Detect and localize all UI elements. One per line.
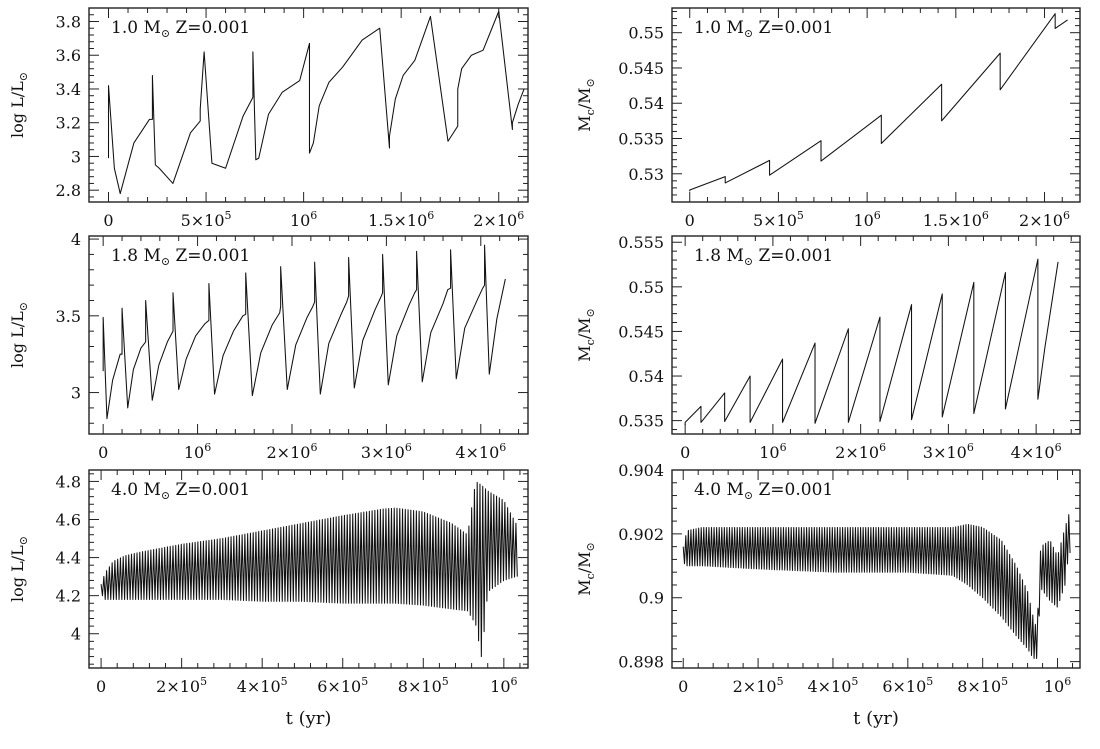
- y-axis-label: Mc/M⊙: [575, 308, 597, 362]
- y-tick-label: 4: [71, 625, 81, 644]
- x-tick-label: 1.5×106: [923, 209, 989, 230]
- x-tick-label: 4×106: [455, 441, 506, 462]
- y-axis-label: log L/L⊙: [8, 72, 30, 138]
- x-tick-label: 6×105: [882, 675, 933, 696]
- y-tick-label: 0.904: [618, 461, 664, 480]
- y-tick-label: 0.535: [618, 412, 664, 431]
- data-line: [682, 514, 1071, 659]
- y-tick-label: 0.555: [618, 233, 664, 252]
- panel-5: 0 2×105 4×105 6×105 8×105 106 4 4.2 4.4 4.6 4.8 t (…: [56, 469, 529, 729]
- y-tick-label: 0.54: [628, 367, 664, 386]
- x-tick-label: 2×106: [835, 441, 886, 462]
- x-tick-label: 2×105: [733, 675, 784, 696]
- y-axis-label: Mc/M⊙: [575, 78, 597, 132]
- y-tick-label: 0.545: [618, 322, 664, 341]
- x-axis-label: t (yr): [853, 708, 899, 729]
- x-tick-label: 5×105: [181, 209, 232, 230]
- x-tick-label: 106: [1044, 675, 1071, 696]
- plot-frame: [671, 7, 1081, 203]
- x-tick-label: 0: [103, 211, 113, 230]
- data-line: [107, 10, 525, 195]
- x-tick-label: 2×106: [267, 441, 318, 462]
- y-tick-label: 3: [71, 384, 81, 403]
- y-tick-label: 3: [71, 147, 81, 166]
- y-tick-label: 0.53: [628, 165, 664, 184]
- y-tick-label: 2.8: [56, 181, 81, 200]
- y-tick-label: 3.4: [56, 80, 81, 99]
- plot-frame: [88, 469, 529, 669]
- x-tick-label: 8×105: [957, 675, 1008, 696]
- y-axis-label: Mc/M⊙: [575, 542, 597, 596]
- plot-frame: [671, 235, 1081, 435]
- x-tick-label: 0: [98, 443, 108, 462]
- y-tick-label: 3.5: [56, 307, 81, 326]
- y-tick-label: 0.55: [628, 278, 664, 297]
- y-tick-label: 0.54: [628, 94, 664, 113]
- x-tick-label: 8×105: [398, 675, 449, 696]
- y-tick-label: 0.902: [618, 525, 664, 544]
- y-tick-label: 3.8: [56, 12, 81, 31]
- x-tick-label: 106: [184, 441, 211, 462]
- panel-6: 0 2×105 4×105 6×105 8×105 106 0.898 0.9 0.902 0.9…: [618, 461, 1081, 729]
- data-line: [102, 244, 506, 420]
- x-tick-label: 0: [685, 211, 695, 230]
- y-tick-label: 4.2: [56, 587, 81, 606]
- y-tick-label: 0.545: [618, 59, 664, 78]
- y-tick-label: 4.4: [56, 549, 81, 568]
- panel-title: 4.0 M⊙ Z=0.001: [694, 480, 833, 502]
- x-tick-label: 4×106: [1011, 441, 1062, 462]
- y-tick-label: 0.55: [628, 24, 664, 43]
- panel-title: 1.0 M⊙ Z=0.001: [111, 18, 250, 40]
- panel-title: 1.0 M⊙ Z=0.001: [694, 18, 833, 40]
- y-tick-label: 4.6: [56, 511, 81, 530]
- y-tick-label: 4.8: [56, 472, 81, 491]
- data-line: [689, 13, 1068, 192]
- plot-frame: [671, 469, 1081, 669]
- panel-4: 0 106 2×106 3×106 4×106 0.535 0.54 0.545 0.55 0.5…: [618, 233, 1081, 462]
- y-axis-label: log L/L⊙: [8, 536, 30, 602]
- x-tick-label: 0: [680, 443, 690, 462]
- y-tick-label: 4: [71, 230, 81, 249]
- panel-title: 4.0 M⊙ Z=0.001: [111, 480, 250, 502]
- x-tick-label: 0: [678, 677, 688, 696]
- x-tick-label: 4×105: [237, 675, 288, 696]
- data-line: [100, 481, 518, 658]
- y-tick-label: 3.6: [56, 46, 81, 65]
- panel-title: 1.8 M⊙ Z=0.001: [111, 246, 250, 268]
- x-tick-label: 2×106: [473, 209, 524, 230]
- x-tick-label: 4×105: [807, 675, 858, 696]
- x-axis-label: t (yr): [286, 708, 332, 729]
- y-tick-label: 0.898: [618, 653, 664, 672]
- y-tick-label: 0.535: [618, 130, 664, 149]
- data-line: [684, 258, 1059, 426]
- x-tick-label: 0: [96, 677, 106, 696]
- y-tick-label: 3.2: [56, 114, 81, 133]
- x-tick-label: 106: [290, 209, 317, 230]
- x-tick-label: 106: [490, 675, 517, 696]
- plot-frame: [88, 7, 529, 203]
- panel-title: 1.8 M⊙ Z=0.001: [694, 246, 833, 268]
- x-tick-label: 1.5×106: [368, 209, 434, 230]
- plot-frame: [88, 235, 529, 435]
- x-tick-label: 5×105: [753, 209, 804, 230]
- panel-3: 0 106 2×106 3×106 4×106 3 3.5 4: [56, 230, 529, 462]
- y-axis-label: log L/L⊙: [8, 302, 30, 368]
- x-tick-label: 2×106: [1019, 209, 1070, 230]
- x-tick-label: 2×105: [156, 675, 207, 696]
- x-tick-label: 106: [759, 441, 786, 462]
- panel-2: 0 5×105 106 1.5×106 2×106 0.53 0.535 0.54 0.545 0…: [618, 7, 1081, 230]
- x-tick-label: 106: [853, 209, 880, 230]
- x-tick-label: 3×106: [923, 441, 974, 462]
- x-tick-label: 6×105: [317, 675, 368, 696]
- panel-1: 0 5×105 106 1.5×106 2×106 2.8 3 3.2 3.4 3.6 3.8: [56, 7, 529, 230]
- y-tick-label: 0.9: [639, 589, 664, 608]
- x-tick-label: 3×106: [361, 441, 412, 462]
